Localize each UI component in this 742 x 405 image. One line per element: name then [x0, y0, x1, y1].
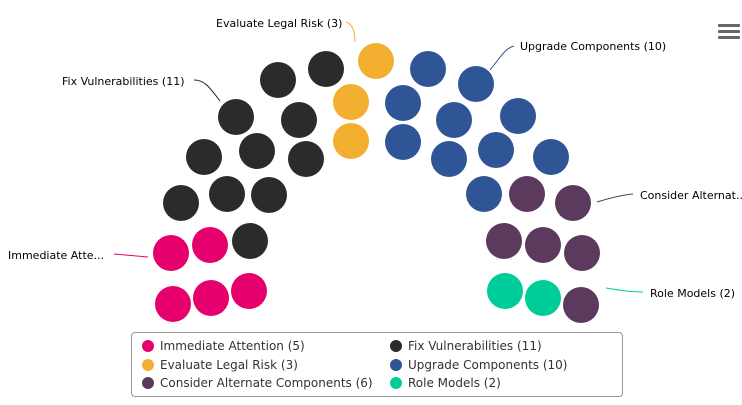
label-connector: [489, 45, 515, 71]
label-connector: [193, 79, 221, 102]
legend-marker: [142, 377, 154, 389]
seat-point[interactable]: [509, 176, 545, 212]
legend-item-consider-alternate-components[interactable]: Consider Alternate Components (6): [142, 376, 373, 390]
seat-point[interactable]: [281, 102, 317, 138]
seat-point[interactable]: [500, 98, 536, 134]
data-label-connectors: [113, 21, 644, 293]
seat-point[interactable]: [308, 51, 344, 87]
data-labels: Immediate Atte... Fix Vulnerabilities (11…: [8, 17, 742, 300]
seat-point[interactable]: [555, 185, 591, 221]
seat-point[interactable]: [192, 227, 228, 263]
seat-point[interactable]: [436, 102, 472, 138]
seat-points: [153, 43, 600, 323]
seat-point[interactable]: [333, 123, 369, 159]
label-connector: [345, 21, 356, 43]
seat-point[interactable]: [358, 43, 394, 79]
legend-item-role-models[interactable]: Role Models (2): [390, 376, 501, 390]
data-label: Fix Vulnerabilities (11): [62, 75, 185, 88]
seat-point[interactable]: [563, 287, 599, 323]
seat-point[interactable]: [209, 176, 245, 212]
legend-label: Role Models (2): [408, 376, 501, 390]
legend-marker: [390, 377, 402, 389]
seat-point[interactable]: [458, 66, 494, 102]
seat-point[interactable]: [153, 235, 189, 271]
seat-point[interactable]: [288, 141, 324, 177]
seat-point[interactable]: [232, 223, 268, 259]
seat-point[interactable]: [410, 51, 446, 87]
legend-marker: [390, 359, 402, 371]
data-label: Consider Alternat..: [640, 189, 742, 202]
legend-item-fix-vulnerabilities[interactable]: Fix Vulnerabilities (11): [390, 339, 542, 353]
seat-point[interactable]: [486, 223, 522, 259]
legend-marker: [390, 340, 402, 352]
seat-point[interactable]: [218, 99, 254, 135]
legend-label: Immediate Attention (5): [160, 339, 305, 353]
legend-item-immediate-attention[interactable]: Immediate Attention (5): [142, 339, 305, 353]
seat-point[interactable]: [385, 85, 421, 121]
seat-point[interactable]: [239, 133, 275, 169]
legend: Immediate Attention (5) Fix Vulnerabilit…: [131, 332, 623, 397]
seat-point[interactable]: [155, 286, 191, 322]
chart-menu-button[interactable]: [718, 24, 740, 44]
seat-point[interactable]: [466, 176, 502, 212]
legend-label: Evaluate Legal Risk (3): [160, 358, 298, 372]
data-label: Role Models (2): [650, 287, 735, 300]
legend-item-upgrade-components[interactable]: Upgrade Components (10): [390, 358, 568, 372]
seat-point[interactable]: [533, 139, 569, 175]
seat-point[interactable]: [333, 84, 369, 120]
seat-point[interactable]: [186, 139, 222, 175]
legend-marker: [142, 340, 154, 352]
legend-marker: [142, 359, 154, 371]
seat-point[interactable]: [525, 227, 561, 263]
legend-item-evaluate-legal-risk[interactable]: Evaluate Legal Risk (3): [142, 358, 298, 372]
seat-point[interactable]: [385, 124, 421, 160]
seat-point[interactable]: [231, 273, 267, 309]
legend-label: Upgrade Components (10): [408, 358, 568, 372]
legend-label: Consider Alternate Components (6): [160, 376, 373, 390]
label-connector: [605, 287, 644, 293]
label-connector: [113, 253, 149, 258]
seat-point[interactable]: [193, 280, 229, 316]
data-label: Upgrade Components (10): [520, 40, 666, 53]
label-connector: [596, 193, 634, 203]
seat-point[interactable]: [487, 273, 523, 309]
hamburger-icon: [718, 24, 740, 27]
data-label: Immediate Atte...: [8, 249, 104, 262]
data-label: Evaluate Legal Risk (3): [216, 17, 342, 30]
seat-point[interactable]: [564, 235, 600, 271]
seat-point[interactable]: [163, 185, 199, 221]
seat-point[interactable]: [525, 280, 561, 316]
seat-point[interactable]: [260, 62, 296, 98]
seat-point[interactable]: [431, 141, 467, 177]
legend-label: Fix Vulnerabilities (11): [408, 339, 542, 353]
seat-point[interactable]: [478, 132, 514, 168]
seat-point[interactable]: [251, 177, 287, 213]
